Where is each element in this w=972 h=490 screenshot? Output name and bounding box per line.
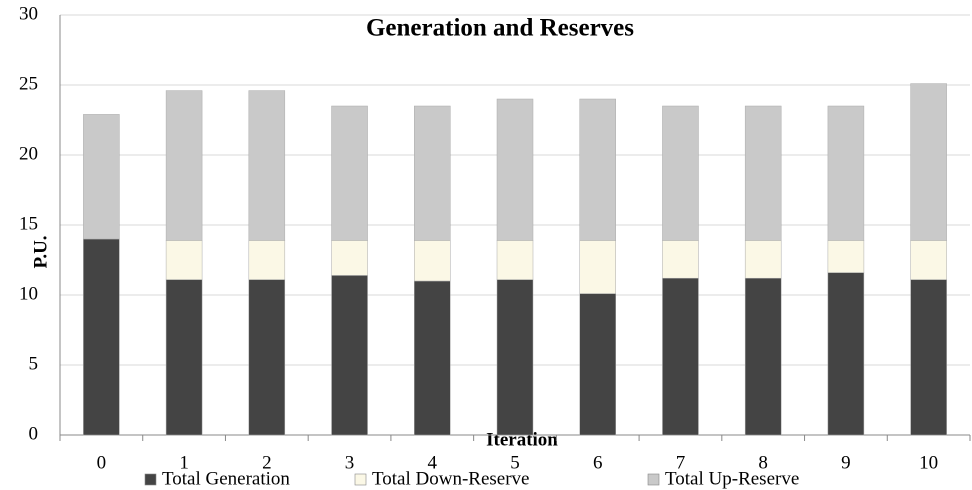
bar-segment	[827, 105, 865, 241]
x-tick-label: 3	[345, 452, 355, 473]
x-tick-label: 1	[179, 452, 189, 473]
x-tick-label: 0	[97, 452, 107, 473]
bar-segment	[248, 90, 286, 241]
bar-segment	[248, 240, 286, 280]
bar-segment	[248, 279, 286, 436]
bar-segment	[662, 105, 699, 241]
x-tick-label: 8	[758, 452, 768, 473]
bar-segment	[414, 280, 451, 436]
bar-segment	[662, 277, 699, 436]
bar-segment	[83, 238, 120, 436]
y-tick-label: 30	[19, 3, 38, 24]
bar-segment	[579, 98, 616, 241]
legend-label: Total Up-Reserve	[665, 468, 799, 489]
bar-segment	[331, 240, 368, 276]
y-tick-label: 25	[19, 73, 38, 94]
x-tick-label: 4	[428, 452, 438, 473]
bar-segment	[414, 240, 451, 282]
x-tick-label: 2	[262, 452, 272, 473]
x-tick-label: 7	[676, 452, 686, 473]
legend-swatch	[354, 473, 367, 486]
x-tick-label: 5	[510, 452, 520, 473]
legend-label: Total Down-Reserve	[372, 468, 529, 489]
bar-segment	[496, 98, 534, 241]
bar-segment	[910, 240, 947, 280]
bar-segment	[83, 114, 120, 240]
bar-segment	[579, 293, 616, 436]
bar-segment	[827, 272, 865, 436]
bar-segment	[744, 105, 782, 241]
bar-segment	[496, 279, 534, 436]
x-tick-label: 6	[593, 452, 603, 473]
bar-segment	[662, 240, 699, 279]
bar-segment	[827, 240, 865, 273]
bar-segment	[496, 240, 534, 280]
legend-swatch	[144, 473, 157, 486]
bar-segment	[331, 275, 368, 436]
y-tick-label: 10	[19, 283, 38, 304]
bar-segment	[579, 240, 616, 294]
legend-swatch	[647, 473, 660, 486]
chart-title: Generation and Reserves	[366, 15, 634, 42]
bar-segment	[910, 279, 947, 436]
bar-segment	[744, 240, 782, 279]
y-axis-label: P.U.	[30, 235, 51, 268]
y-tick-label: 15	[19, 213, 38, 234]
bar-segment	[910, 83, 947, 241]
x-tick-label: 9	[841, 452, 851, 473]
legend-label: Total Generation	[162, 468, 290, 489]
bar-segment	[744, 277, 782, 436]
x-tick-label: 10	[919, 452, 938, 473]
bar-segment	[165, 279, 203, 436]
bar-segment	[331, 105, 368, 241]
y-tick-label: 5	[29, 353, 39, 374]
bar-segment	[165, 240, 203, 280]
y-tick-label: 0	[29, 423, 39, 444]
bar-segment	[165, 90, 203, 241]
bar-segment	[414, 105, 451, 241]
y-tick-label: 20	[19, 143, 38, 164]
